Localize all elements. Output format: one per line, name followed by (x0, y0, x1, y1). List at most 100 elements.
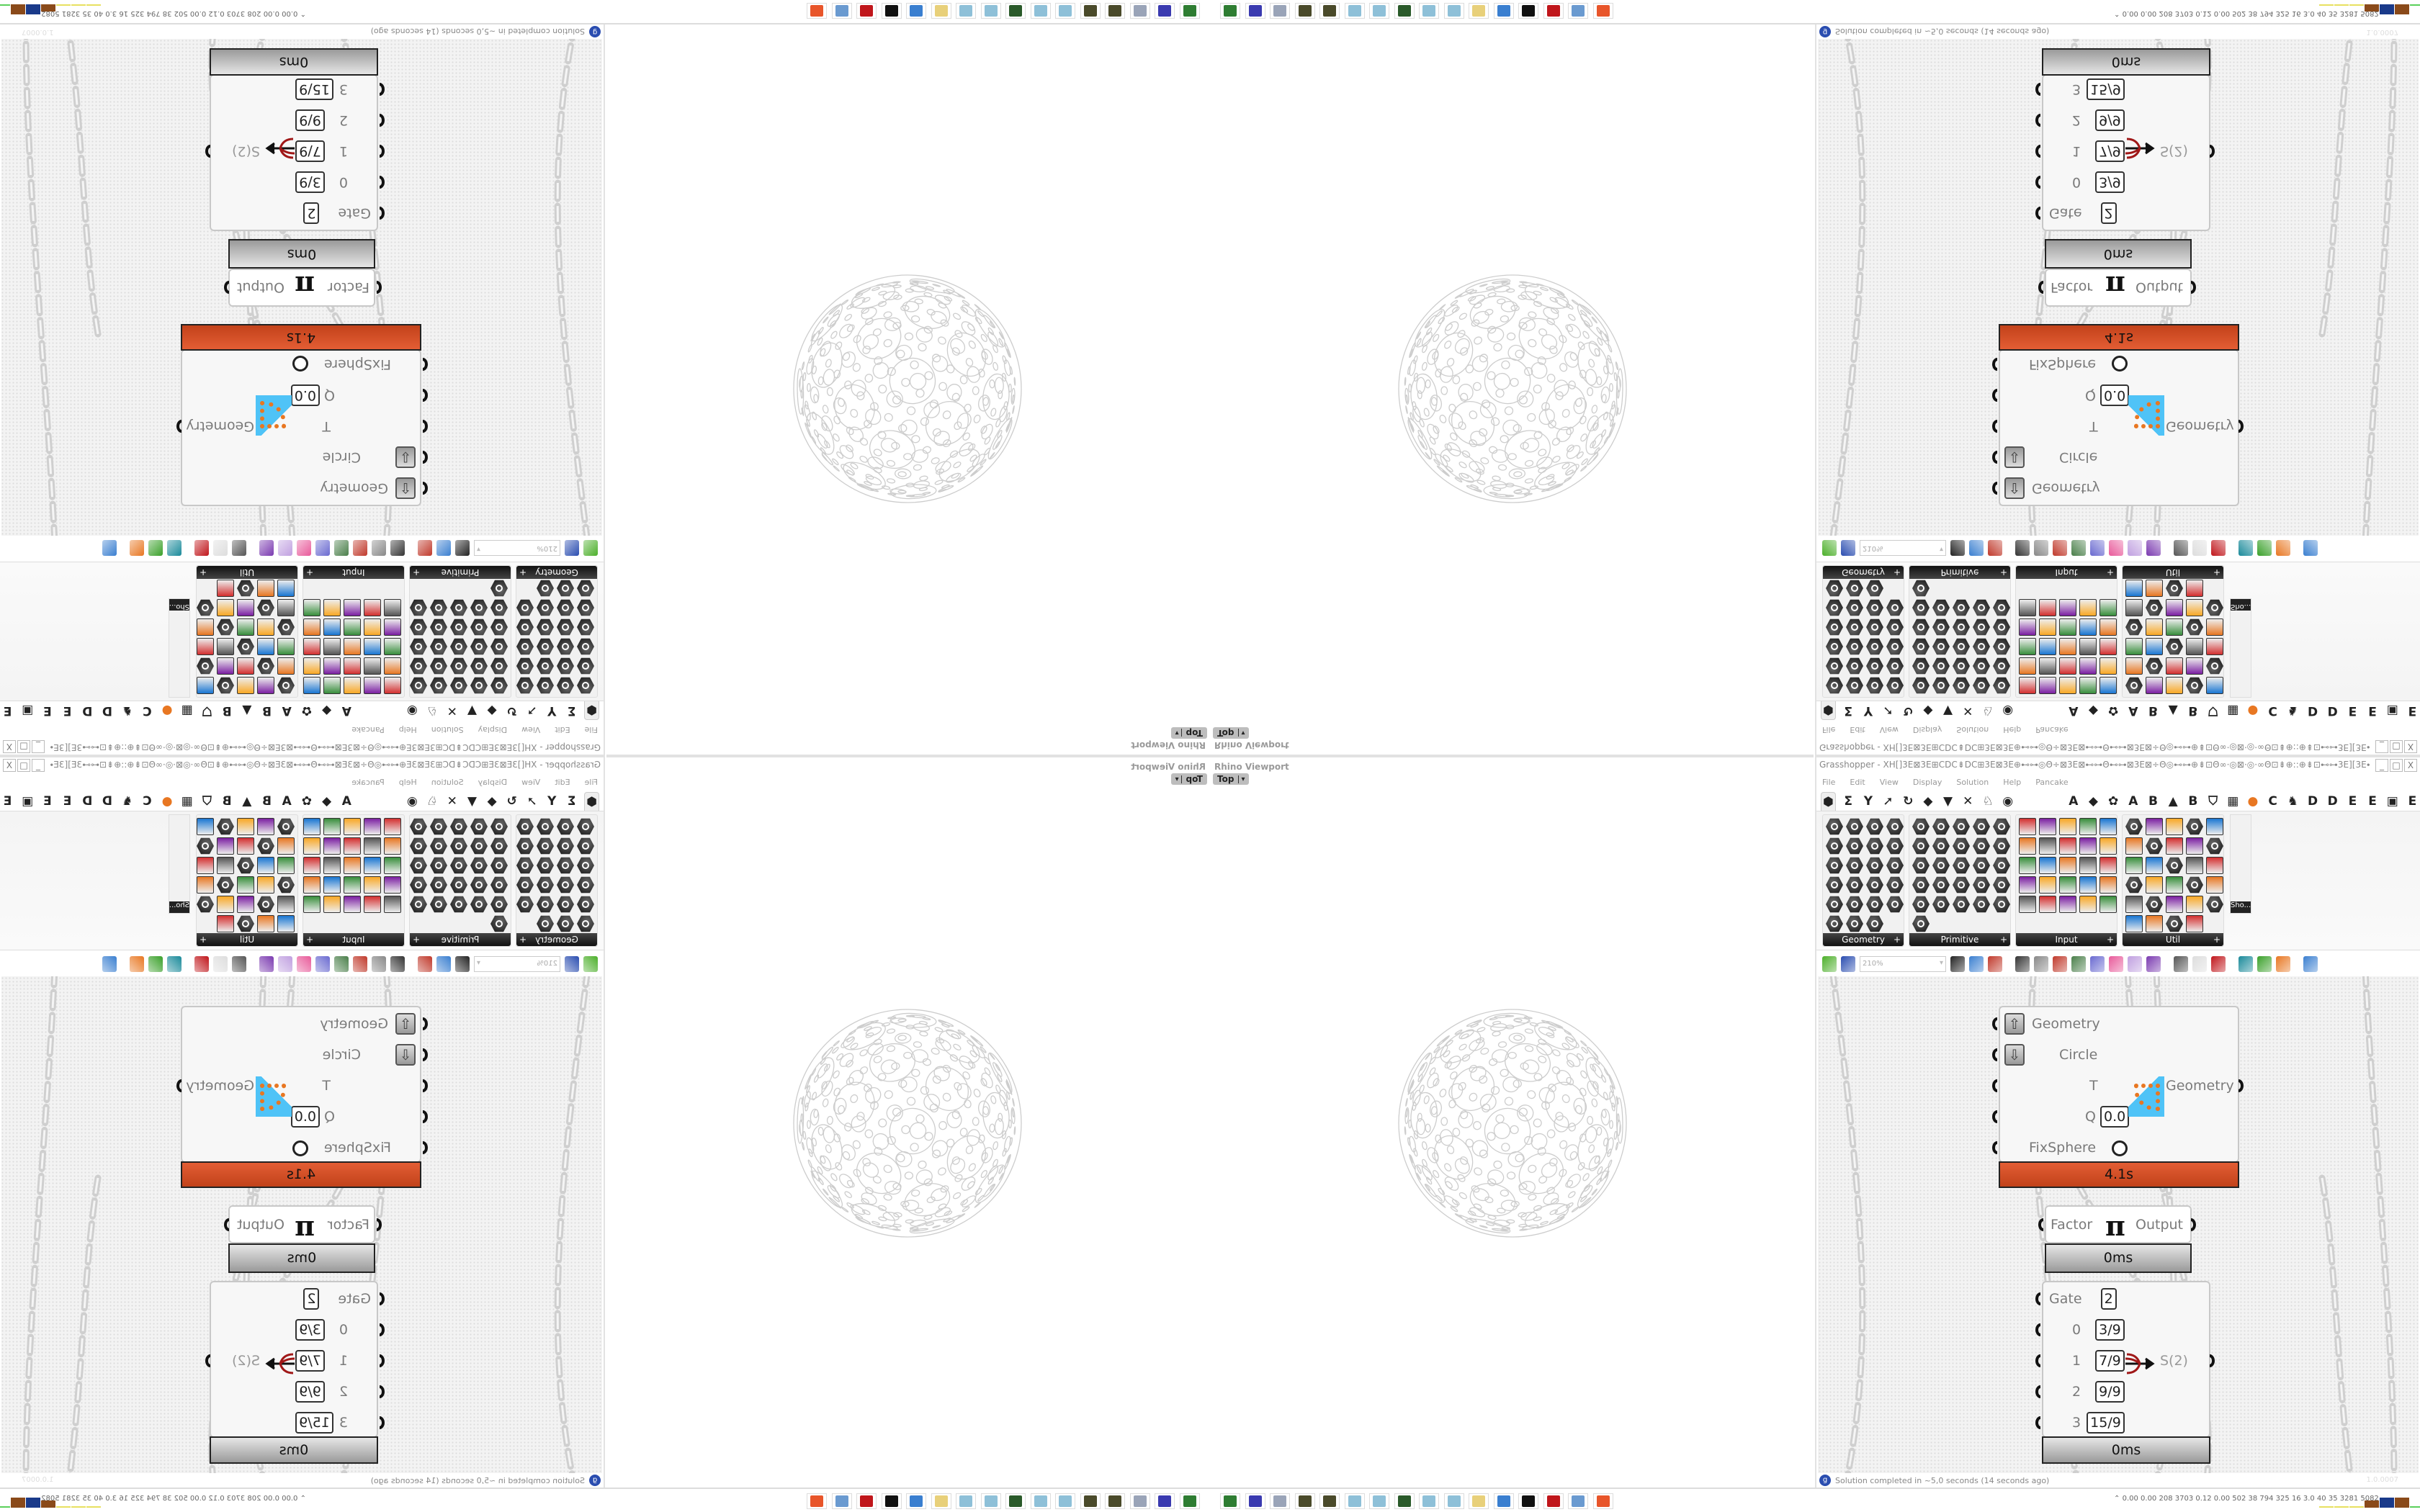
component-icon[interactable] (1912, 677, 1930, 694)
component-icon[interactable] (430, 837, 447, 855)
input-port[interactable] (1992, 1141, 1997, 1154)
maximize-button[interactable]: □ (2390, 759, 2403, 772)
component-icon[interactable] (323, 818, 341, 835)
shaded-teal-icon[interactable] (167, 956, 182, 972)
menu-solution[interactable]: Solution (1956, 778, 1989, 787)
component-icon[interactable] (303, 857, 321, 874)
component-icon[interactable] (217, 896, 234, 913)
component-icon[interactable] (323, 896, 341, 913)
component-icon[interactable] (2186, 618, 2203, 636)
tab-icon[interactable]: ◉ (2002, 703, 2014, 718)
gha-export-icon[interactable] (353, 540, 367, 556)
globe-dark-icon[interactable] (1294, 1493, 1315, 1509)
monitor-icon[interactable] (1005, 3, 1026, 19)
component-icon[interactable] (1826, 857, 1843, 874)
stream-value[interactable]: 15/9 (295, 78, 333, 100)
minimize-button[interactable]: _ (2375, 759, 2388, 772)
tab-icon[interactable]: ◉ (406, 703, 418, 718)
tab-icon[interactable]: ◆ (2088, 703, 2098, 718)
stream-value[interactable]: 9/9 (2095, 1381, 2125, 1403)
folder-icon[interactable] (1469, 1493, 1489, 1509)
scroll-icon[interactable] (1270, 3, 1290, 19)
component-icon[interactable] (2039, 677, 2056, 694)
component-icon[interactable] (257, 876, 274, 894)
component-icon[interactable] (303, 638, 321, 655)
component-icon[interactable] (1866, 657, 1883, 675)
calculator-icon[interactable] (1568, 3, 1588, 19)
component-icon[interactable] (2099, 657, 2117, 675)
menu-view[interactable]: View (1879, 725, 1899, 734)
component-icon[interactable] (410, 837, 427, 855)
rhino-icon[interactable] (882, 1493, 902, 1509)
kangaroo-component[interactable]: ⇧ ⇩ Geometry Circle T Q 0.0 FixSphere Ge… (1992, 1006, 2244, 1163)
input-port[interactable] (2035, 1323, 2040, 1336)
component-icon[interactable] (1886, 857, 1904, 874)
component-icon[interactable] (2079, 857, 2097, 874)
tab-icon[interactable]: ♞ (122, 794, 133, 809)
component-icon[interactable] (1993, 857, 2010, 874)
floppy-64-icon[interactable] (1245, 1493, 1265, 1509)
component-icon[interactable] (2059, 657, 2076, 675)
wire-display-icon[interactable] (2192, 956, 2207, 972)
component-icon[interactable] (2125, 657, 2143, 675)
component-icon[interactable] (1993, 896, 2010, 913)
input-port[interactable] (418, 451, 428, 464)
component-icon[interactable] (470, 657, 488, 675)
component-icon[interactable] (1932, 618, 1950, 636)
component-icon[interactable] (2146, 876, 2163, 894)
component-icon[interactable] (2146, 657, 2163, 675)
input-port[interactable] (418, 1141, 428, 1154)
tab-icon[interactable]: ➚ (1883, 794, 1894, 809)
component-icon[interactable] (2039, 837, 2056, 855)
component-icon[interactable] (577, 618, 594, 636)
component-icon[interactable] (1973, 657, 1990, 675)
rhino-viewport[interactable]: Rhino Viewport Top ▾ (1210, 26, 1814, 756)
zoom-input[interactable]: 210% (474, 956, 560, 972)
tab-icon[interactable]: ▣ (2386, 794, 2398, 809)
component-icon[interactable] (2059, 599, 2076, 616)
dna-icon[interactable] (2146, 956, 2161, 972)
tab-icon[interactable]: C (2268, 703, 2277, 718)
zoom-input[interactable]: 210% (474, 540, 560, 556)
component-icon[interactable] (1866, 818, 1883, 835)
expand-panel-icon[interactable]: + (2106, 935, 2114, 945)
component-icon[interactable] (197, 677, 214, 694)
menu-solution[interactable]: Solution (431, 725, 464, 734)
component-icon[interactable] (557, 677, 574, 694)
tab-icon[interactable]: Σ (568, 794, 576, 809)
component-icon[interactable] (1846, 618, 1863, 636)
expand-panel-icon[interactable]: + (200, 935, 207, 945)
component-icon[interactable] (450, 818, 467, 835)
info-icon[interactable]: g (1819, 1475, 1831, 1486)
component-icon[interactable] (277, 876, 295, 894)
menu-file[interactable]: File (584, 778, 598, 787)
component-icon[interactable] (257, 677, 274, 694)
component-icon[interactable] (537, 915, 554, 932)
chevron-up-icon[interactable]: ⌃ (300, 9, 306, 17)
remote-desktop-icon[interactable] (906, 1493, 927, 1509)
notepad-4-icon[interactable] (1443, 3, 1464, 19)
component-icon[interactable] (557, 915, 574, 932)
component-icon[interactable] (557, 580, 574, 597)
component-icon[interactable] (1846, 657, 1863, 675)
tab-icon[interactable]: ♘ (1982, 794, 1994, 809)
component-icon[interactable] (2099, 818, 2117, 835)
component-icon[interactable] (537, 599, 554, 616)
component-icon[interactable] (1973, 896, 1990, 913)
overflow-panel[interactable]: Sho... (2230, 814, 2251, 914)
component-icon[interactable] (1846, 580, 1863, 597)
component-icon[interactable] (1953, 857, 1970, 874)
component-icon[interactable] (2146, 896, 2163, 913)
component-icon[interactable] (197, 618, 214, 636)
notepad-icon[interactable] (1055, 3, 1076, 19)
component-icon[interactable] (1912, 618, 1930, 636)
tab-icon[interactable]: E (63, 794, 72, 809)
component-icon[interactable] (364, 818, 381, 835)
app-green-icon[interactable] (1220, 1493, 1240, 1509)
component-icon[interactable] (384, 599, 401, 616)
component-icon[interactable] (2059, 618, 2076, 636)
tab-icon[interactable]: ✿ (2108, 794, 2119, 809)
tab-icon[interactable]: C (143, 703, 152, 718)
tab-icon[interactable]: ▦ (181, 703, 193, 718)
component-icon[interactable] (577, 638, 594, 655)
